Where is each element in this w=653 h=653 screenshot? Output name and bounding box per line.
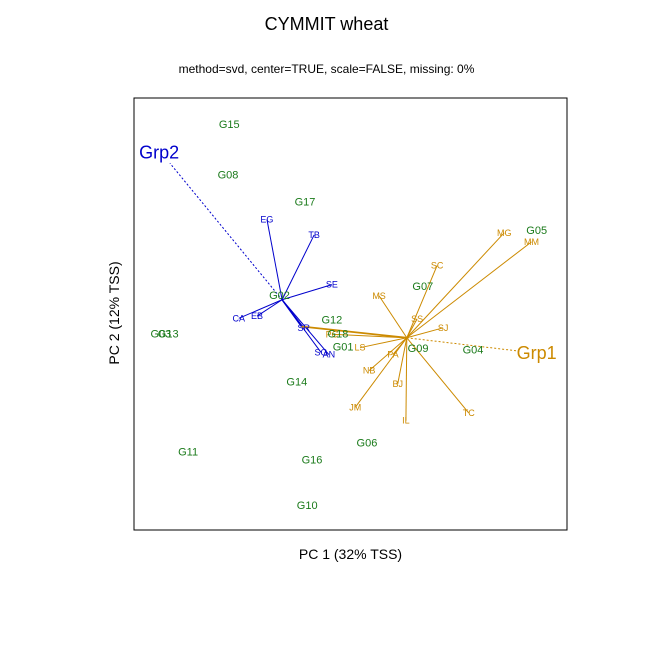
grp1-vector-label-mm: MM [524, 237, 539, 247]
grp1-vector-il [405, 337, 408, 421]
grp2-vector-label-ca: CA [233, 313, 246, 323]
grp2-vector-label-eb: EB [251, 311, 263, 321]
grp1-vector-ls [359, 337, 407, 349]
grp1-vector-mg [406, 232, 505, 339]
grp1-vector-label-sc: SC [431, 261, 444, 271]
genotype-label-g09: G09 [408, 343, 429, 355]
grp1-vector-nb [368, 337, 408, 371]
grp2-label: Grp2 [139, 142, 179, 162]
grp1-vector-label-jm: JM [349, 402, 361, 412]
genotype-label-g17: G17 [295, 197, 316, 209]
genotype-label-g13: G13 [158, 328, 179, 340]
grp2-vector-label-an: AN [323, 350, 336, 360]
genotype-label-g14: G14 [286, 376, 307, 388]
grp2-mean-axis [169, 162, 283, 301]
grp2-vector-label-se: SE [326, 280, 338, 290]
grp1-vector-label-bj: BJ [392, 379, 403, 389]
genotype-label-g10: G10 [297, 500, 318, 512]
grp2-centroid-segment [281, 299, 303, 327]
grp2-vector-ca [238, 299, 283, 319]
grp2-vector-eg [266, 219, 283, 300]
genotype-label-g04: G04 [463, 344, 484, 356]
grp2-vector-label-sg: SG [315, 347, 328, 357]
grp2-vector-label-sr: SR [297, 323, 310, 333]
grp1-vector-label-il: IL [402, 416, 410, 426]
chart-subtitle: method=svd, center=TRUE, scale=FALSE, mi… [178, 62, 475, 76]
grp1-vector-label-ss: SS [411, 314, 423, 324]
genotype-label-g03: G03 [150, 328, 171, 340]
grp2-vector-se [281, 284, 333, 301]
grp1-vector-bj [397, 337, 408, 385]
grp1-vector-label-mg: MG [497, 228, 512, 238]
grp1-vector-sj [406, 327, 444, 339]
chart-title: CYMMIT wheat [264, 14, 389, 34]
genotype-label-g08: G08 [218, 169, 239, 181]
grp2-vector-eb [256, 299, 283, 317]
genotype-label-g16: G16 [302, 454, 323, 466]
plot-frame [133, 97, 568, 531]
genotype-label-g15: G15 [219, 119, 240, 131]
grp1-vector-label-ls: LS [355, 343, 366, 353]
grp1-vector-ms [378, 295, 408, 339]
grp1-vector-mm [406, 241, 532, 339]
genotype-label-g18: G18 [328, 328, 349, 340]
grp1-vector-jm [354, 337, 408, 408]
grp1-vector-label-ms: MS [372, 291, 386, 301]
grp1-vector-label-tc: TC [463, 408, 475, 418]
grp-centroid-link [301, 325, 407, 339]
grp2-vector-tb [281, 234, 315, 300]
grp1-label: Grp1 [517, 343, 557, 363]
genotype-label-g01: G01 [333, 342, 354, 354]
genotype-label-g12: G12 [321, 314, 342, 326]
grp1-mean-axis [406, 337, 520, 352]
grp2-vector-label-tb: TB [308, 230, 320, 240]
grp1-vector-label-nb: NB [363, 366, 376, 376]
x-axis-label: PC 1 (32% TSS) [298, 546, 403, 562]
genotype-label-g05: G05 [526, 225, 547, 237]
grp1-vector-sc [406, 265, 438, 338]
grp1-vector-ss [406, 318, 418, 338]
genotype-label-g11: G11 [178, 447, 198, 459]
genotype-label-g02: G02 [269, 290, 290, 302]
genotype-label-g06: G06 [357, 438, 378, 450]
vector-layer [169, 162, 532, 421]
grp1-vector-label-pa: PA [387, 350, 398, 360]
grp2-vector-label-eg: EG [260, 214, 273, 224]
genotype-label-g07: G07 [412, 281, 433, 293]
grp1-vector-label-pc: PC [326, 329, 339, 339]
grp1-vector-label-sj: SJ [438, 323, 449, 333]
grp1-vector-tc [406, 337, 470, 414]
